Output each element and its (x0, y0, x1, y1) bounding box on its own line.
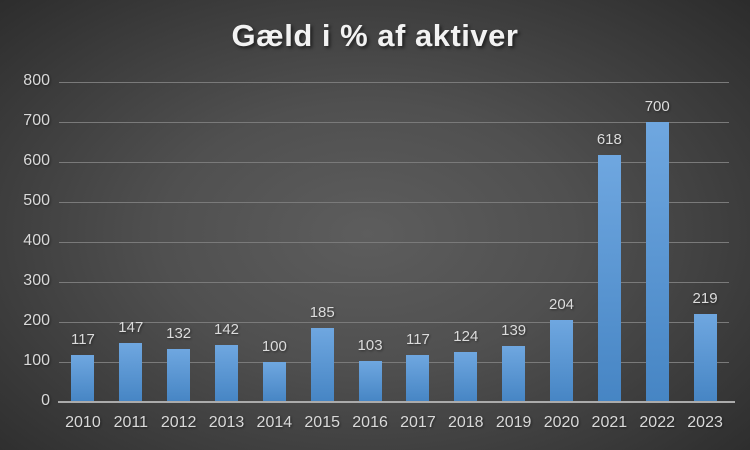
bar-value-label: 147 (118, 319, 144, 337)
bar-value-label: 117 (70, 331, 95, 349)
bar (597, 154, 621, 402)
y-tick-label: 700 (23, 112, 50, 129)
x-tick-label: 2021 (591, 414, 628, 431)
y-tick-label: 600 (23, 152, 50, 169)
bar (693, 314, 717, 402)
y-tick-label: 500 (23, 192, 50, 209)
bar-value-label: 185 (309, 304, 335, 321)
gridline (59, 162, 729, 163)
x-tick-label: 2019 (495, 414, 532, 431)
gridline (59, 242, 729, 243)
bar (550, 320, 573, 402)
bar (167, 349, 191, 402)
bar-value-label: 124 (453, 328, 479, 346)
x-tick-label: 2016 (352, 414, 388, 431)
y-tick-label: 200 (23, 312, 50, 329)
bar (406, 355, 430, 402)
bar (645, 122, 669, 402)
bar-value-label: 142 (213, 321, 240, 339)
x-tick-label: 2012 (160, 414, 197, 431)
bar-value-label: 132 (166, 325, 192, 343)
bar-value-label: 103 (357, 336, 383, 354)
x-tick-label: 2010 (65, 414, 101, 431)
gridline (59, 362, 729, 363)
gridline (59, 202, 729, 203)
bar (310, 328, 334, 402)
gridline (59, 282, 729, 283)
gridline (59, 82, 729, 83)
bar-value-label: 219 (692, 290, 718, 308)
bar (71, 355, 95, 402)
x-tick-label: 2014 (256, 414, 293, 431)
x-tick-label: 2023 (687, 414, 723, 431)
bar-value-label: 700 (644, 98, 670, 115)
gridline (59, 322, 729, 323)
x-axis-line (58, 401, 735, 403)
bar-value-label: 117 (405, 331, 430, 349)
y-tick-label: 300 (23, 272, 50, 289)
y-tick-label: 0 (41, 392, 50, 409)
x-tick-label: 2017 (400, 414, 436, 431)
x-tick-label: 2015 (304, 414, 340, 431)
bar (454, 352, 478, 402)
y-tick-label: 100 (23, 352, 50, 369)
x-tick-label: 2018 (447, 414, 484, 431)
bar-value-label: 204 (548, 296, 575, 314)
bar (262, 362, 286, 402)
bar (215, 345, 238, 402)
gridline (59, 122, 729, 123)
y-tick-label: 800 (23, 72, 50, 89)
x-tick-label: 2011 (113, 414, 148, 431)
bar (119, 343, 143, 402)
bar-value-label: 100 (261, 338, 287, 355)
bar (502, 346, 526, 402)
plot-area: 117 147 132 142 100 185 103 117 124 139 204 618 700 2… (58, 82, 735, 403)
bar-value-label: 139 (501, 322, 527, 340)
y-tick-label: 400 (23, 232, 50, 249)
bar (358, 360, 382, 402)
x-tick-label: 2013 (208, 414, 245, 431)
chart-title: Gæld i % af aktiver (231, 18, 519, 53)
bar-value-label: 618 (596, 130, 622, 148)
x-tick-label: 2022 (639, 414, 675, 431)
x-tick-label: 2020 (543, 414, 580, 431)
